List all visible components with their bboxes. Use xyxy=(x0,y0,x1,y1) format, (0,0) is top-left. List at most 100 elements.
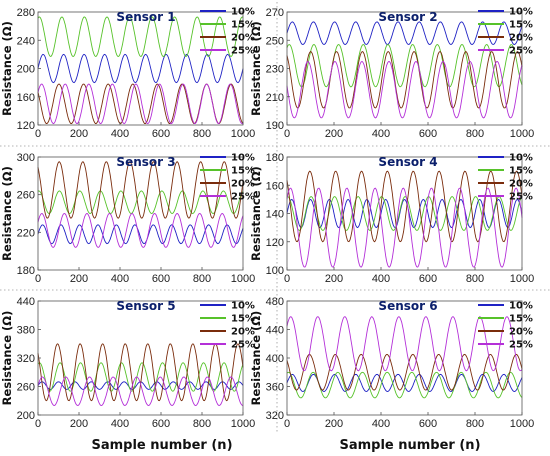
y-tick-label: 220 xyxy=(17,227,35,239)
legend-label: 25% xyxy=(231,46,255,57)
legend-label: 25% xyxy=(231,192,255,203)
chart-title: Sensor 1 xyxy=(116,10,175,24)
x-tick-label: 400 xyxy=(372,418,390,430)
y-axis-label: Resistance (Ω) xyxy=(0,21,14,116)
x-tick-label: 0 xyxy=(35,128,41,140)
x-tick-label: 600 xyxy=(419,273,437,285)
y-tick-label: 180 xyxy=(266,152,284,164)
x-tick-label: 1000 xyxy=(231,418,255,430)
y-tick-label: 200 xyxy=(17,64,35,76)
series-line xyxy=(286,316,523,372)
y-tick-label: 320 xyxy=(17,353,35,365)
chart-title: Sensor 3 xyxy=(116,155,175,169)
series-line xyxy=(37,212,244,248)
x-tick-label: 200 xyxy=(70,273,88,285)
legend-label: 25% xyxy=(509,46,533,57)
x-tick-label: 600 xyxy=(419,418,437,430)
legend-label: 15% xyxy=(231,166,255,177)
series-line xyxy=(286,353,523,391)
y-tick-label: 160 xyxy=(266,180,284,192)
series-line xyxy=(37,343,244,402)
legend-label: 20% xyxy=(509,33,533,44)
y-tick-label: 120 xyxy=(266,237,284,249)
y-tick-label: 380 xyxy=(17,325,35,337)
legend-label: 10% xyxy=(509,153,533,164)
legend-label: 20% xyxy=(509,327,533,338)
x-tick-label: 0 xyxy=(284,418,290,430)
y-tick-label: 120 xyxy=(17,120,35,132)
legend-label: 25% xyxy=(509,340,533,351)
series-line xyxy=(286,51,523,109)
series-line xyxy=(286,21,523,45)
series-line xyxy=(286,60,523,119)
legend-label: 15% xyxy=(509,20,533,31)
legend-label: 25% xyxy=(231,340,255,351)
series-line xyxy=(37,83,244,125)
y-tick-label: 240 xyxy=(17,35,35,47)
x-tick-label: 1000 xyxy=(510,273,534,285)
y-axis-label: Resistance (Ω) xyxy=(249,21,263,116)
x-tick-label: 800 xyxy=(466,418,484,430)
x-tick-label: 800 xyxy=(193,418,211,430)
legend-label: 10% xyxy=(509,301,533,312)
series-line xyxy=(37,53,244,84)
x-axis-label-right: Sample number (n) xyxy=(339,438,480,453)
x-tick-label: 600 xyxy=(152,418,170,430)
chart-panel: Sensor 50 200 400 600 800 1000200260320380440… xyxy=(0,296,255,430)
chart-title: Sensor 6 xyxy=(378,299,437,313)
y-axis-label: Resistance (Ω) xyxy=(249,311,263,406)
series-line xyxy=(37,161,244,219)
chart-title: Sensor 4 xyxy=(378,155,437,169)
x-tick-label: 0 xyxy=(35,273,41,285)
chart-panel: Sensor 1 0 200 400 600 800 1000 120 160 200 240 280… xyxy=(0,7,255,141)
series-line xyxy=(286,170,523,243)
y-axis-label: Resistance (Ω) xyxy=(0,311,14,406)
legend-label: 25% xyxy=(509,192,533,203)
x-tick-label: 1000 xyxy=(231,128,255,140)
legend-label: 15% xyxy=(509,166,533,177)
legend-label: 20% xyxy=(231,327,255,338)
y-tick-label: 270 xyxy=(266,7,284,19)
legend-label: 10% xyxy=(231,153,255,164)
series-line xyxy=(286,373,523,392)
x-tick-label: 800 xyxy=(466,128,484,140)
x-tick-label: 600 xyxy=(152,128,170,140)
x-tick-label: 200 xyxy=(70,128,88,140)
y-axis-label: Resistance (Ω) xyxy=(0,166,14,261)
chart-panel: Sensor 2 0 200 400 600 800 1000 190 210 230 250 270… xyxy=(249,7,534,141)
y-tick-label: 180 xyxy=(17,265,35,277)
x-tick-label: 1000 xyxy=(231,273,255,285)
legend-label: 20% xyxy=(231,179,255,190)
x-tick-label: 0 xyxy=(284,273,290,285)
series-line xyxy=(37,190,244,214)
x-tick-label: 1000 xyxy=(510,128,534,140)
series-line xyxy=(286,43,523,88)
chart-panel: Sensor 4 0 200 400 600 800 1000 100 120 140 160 180… xyxy=(249,152,534,285)
chart-title: Sensor 5 xyxy=(116,299,175,313)
y-tick-label: 210 xyxy=(266,92,284,104)
x-tick-label: 600 xyxy=(419,128,437,140)
y-tick-label: 480 xyxy=(266,296,284,308)
x-tick-label: 200 xyxy=(325,128,343,140)
series-line xyxy=(286,187,523,268)
y-tick-label: 260 xyxy=(17,190,35,202)
x-tick-label: 200 xyxy=(70,418,88,430)
x-axis-label-left: Sample number (n) xyxy=(91,438,232,453)
plot-frame xyxy=(286,156,523,271)
series-line xyxy=(286,198,523,229)
series-line xyxy=(37,224,244,245)
x-tick-label: 400 xyxy=(372,273,390,285)
y-tick-label: 190 xyxy=(266,120,284,132)
y-tick-label: 400 xyxy=(266,353,284,365)
x-tick-label: 400 xyxy=(111,128,129,140)
chart-panel: Sensor 6 0 200 400 600 800 1000 320 360 400 440 480… xyxy=(249,296,534,430)
legend-label: 15% xyxy=(509,314,533,325)
chart-panel: Sensor 3 0 200 400 600 800 1000 180 220 260 300Res… xyxy=(0,152,255,285)
x-tick-label: 400 xyxy=(111,273,129,285)
y-tick-label: 250 xyxy=(266,35,284,47)
x-tick-label: 200 xyxy=(325,418,343,430)
y-tick-label: 200 xyxy=(17,410,35,422)
y-tick-label: 300 xyxy=(17,152,35,164)
series-line xyxy=(37,376,244,406)
